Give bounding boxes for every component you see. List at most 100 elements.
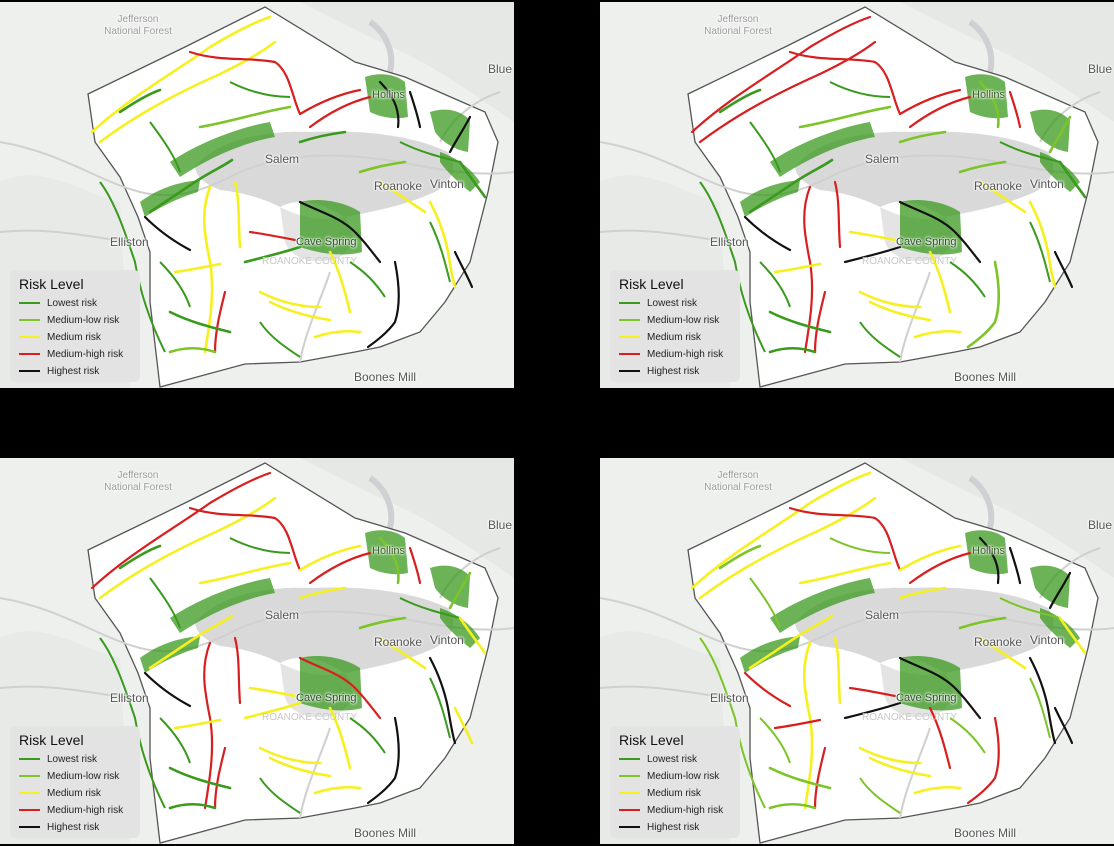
road-segment [90,15,272,134]
dense-road-area [1030,109,1070,152]
road-segment [743,215,792,252]
local-road [259,777,301,814]
local-road [859,777,901,814]
place-label-vinton: Vinton [430,177,464,191]
road-segment [268,300,332,322]
road-segment [1048,571,1072,610]
local-road [429,221,451,283]
road-segment [798,561,892,585]
local-road [349,261,386,298]
place-label-vinton: Vinton [1030,633,1064,647]
legend-label: Highest risk [47,821,100,833]
legend-swatch [619,809,640,811]
road-segment [928,250,952,314]
risk-roads: ROANOKE COUNTY [90,471,487,814]
road-segment [378,636,427,670]
road-segment [978,180,1027,214]
place-label-cave-spring: Cave Spring [896,692,957,704]
local-road [429,677,451,739]
road-segment [690,471,872,590]
road-segment [408,90,422,129]
road-segment [298,656,382,720]
road-segment [98,40,277,144]
local-road [159,261,191,308]
local-road [999,141,1061,163]
legend-item: Medium-high risk [619,803,723,817]
place-label-elliston: Elliston [110,235,149,249]
legend-label: Medium-low risk [47,770,120,782]
road-segment [428,200,457,289]
road-segment [788,50,902,116]
local-road [1029,221,1051,283]
road-segment [913,329,962,339]
local-road [159,717,191,764]
road-segment [313,329,362,339]
legend-label: Highest risk [647,365,700,377]
place-label-blue-ridge: Blue [1088,62,1113,76]
road-segment [198,105,292,129]
dense-road-area [1040,152,1080,192]
road-segment [773,718,822,730]
road-segment [698,40,877,144]
local-road [949,261,986,298]
dense-road-area [170,578,275,633]
legend-title: Risk Level [619,732,684,748]
road-segment [1048,115,1072,154]
road-segment [378,80,400,129]
legend-label: Highest risk [47,365,100,377]
local-road [99,637,166,809]
legend-item: Medium-low risk [19,769,119,783]
road-segment [258,746,322,765]
road-segment [718,88,762,114]
road-segment [188,506,302,572]
legend-item: Lowest risk [19,752,97,766]
road-segment [428,656,457,745]
legend-item: Medium-low risk [619,313,719,327]
place-label-salem: Salem [865,152,900,166]
road-segment [298,586,347,600]
local-road [399,597,461,619]
road-segment [748,158,834,214]
road-segment [966,716,1000,805]
urban-area [795,131,1054,217]
road-segment [168,310,232,334]
risk-legend: Risk Level Lowest risk Medium-low risk Med… [610,726,740,838]
road-segment [958,160,1007,174]
road-segment [908,551,972,585]
place-label-cave-spring: Cave Spring [896,236,957,248]
legend-title: Risk Level [19,276,84,292]
dense-road-area [770,578,875,633]
road-segment [913,785,962,795]
road-segment [898,130,947,144]
place-label-vinton: Vinton [430,633,464,647]
road-segment [1058,616,1087,655]
road-segment [366,716,400,805]
legend-swatch [19,336,40,338]
local-road [399,141,461,163]
local-road [859,321,901,358]
local-road [759,717,791,764]
local-road [149,577,181,629]
road-segment [848,230,897,242]
road-segment [748,614,834,670]
road-segment [898,656,982,720]
road-segment [848,686,897,698]
place-label-blue-ridge: Blue [1088,518,1113,532]
local-road [749,577,781,629]
road-segment [1058,160,1087,199]
road-segment [1053,706,1074,745]
road-segment [118,544,162,570]
legend-label: Medium-low risk [647,314,720,326]
dense-road-area [430,109,470,152]
road-segment [198,561,292,585]
place-label-elliston: Elliston [710,235,749,249]
road-segment [213,746,227,810]
road-segment [858,746,922,765]
place-label-roanoke: Roanoke [974,635,1023,649]
place-label-hollins: Hollins [372,89,406,101]
legend-label: Medium risk [47,331,101,343]
road-segment [458,160,487,199]
legend-label: Medium risk [47,787,101,799]
road-segment [1008,546,1022,585]
place-label-roanoke: Roanoke [374,635,423,649]
